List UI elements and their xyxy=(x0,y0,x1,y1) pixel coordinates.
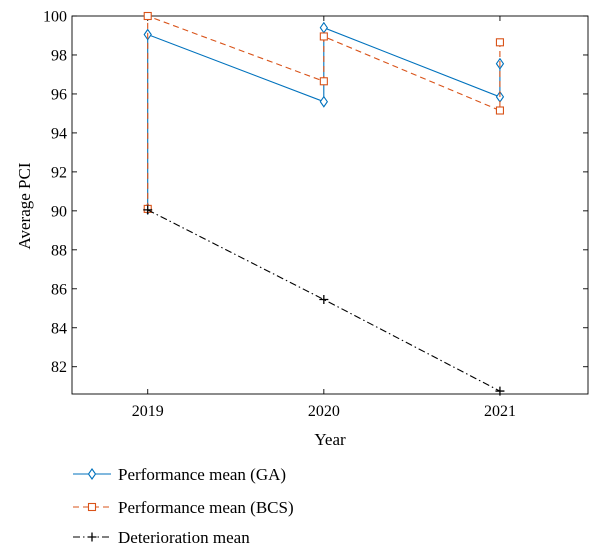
y-tick-label: 92 xyxy=(51,164,67,181)
legend-label: Performance mean (BCS) xyxy=(118,498,294,517)
y-tick-label: 90 xyxy=(51,203,67,220)
x-tick-label: 2021 xyxy=(484,403,516,420)
data-point xyxy=(495,38,504,47)
y-tick-label: 84 xyxy=(51,320,67,337)
y-tick-label: 98 xyxy=(51,47,67,64)
data-point xyxy=(495,386,505,396)
axes: 2019 2020 2021 82 84 86 88 90 92 94 96 98 100 xyxy=(43,9,589,420)
plot-frame xyxy=(71,15,589,395)
y-tick-label: 94 xyxy=(51,125,67,142)
legend-entry: Deterioration mean xyxy=(73,528,250,547)
y-axis-label: Average PCI xyxy=(15,162,34,249)
data-point xyxy=(143,205,153,215)
x-tick-label: 2020 xyxy=(308,403,340,420)
y-tick-label: 88 xyxy=(51,242,67,259)
y-tick-label: 96 xyxy=(51,86,67,103)
series-layer xyxy=(143,11,505,396)
legend-label: Deterioration mean xyxy=(118,528,250,547)
y-tick-label: 82 xyxy=(51,359,67,376)
data-point xyxy=(319,95,329,108)
y-tick-label: 100 xyxy=(43,9,67,26)
legend-label: Performance mean (GA) xyxy=(118,465,286,484)
legend-entry: Performance mean (GA) xyxy=(73,465,286,484)
legend-entry: Performance mean (BCS) xyxy=(73,498,294,517)
data-point xyxy=(319,32,328,41)
data-point xyxy=(495,106,504,115)
data-point xyxy=(319,295,329,304)
series-line xyxy=(147,209,501,392)
x-tick-label: 2019 xyxy=(132,403,164,420)
data-point xyxy=(319,77,328,86)
x-axis-label: Year xyxy=(314,430,346,449)
data-point xyxy=(143,11,152,21)
legend-marker xyxy=(87,502,97,512)
series-line xyxy=(147,15,501,209)
data-point xyxy=(319,21,329,34)
series-group xyxy=(143,205,505,396)
y-tick-label: 86 xyxy=(51,281,67,298)
legend: Performance mean (GA) Performance mean (B… xyxy=(73,465,294,547)
series-line xyxy=(147,26,501,209)
legend-marker xyxy=(87,532,97,542)
legend-marker xyxy=(87,468,97,480)
